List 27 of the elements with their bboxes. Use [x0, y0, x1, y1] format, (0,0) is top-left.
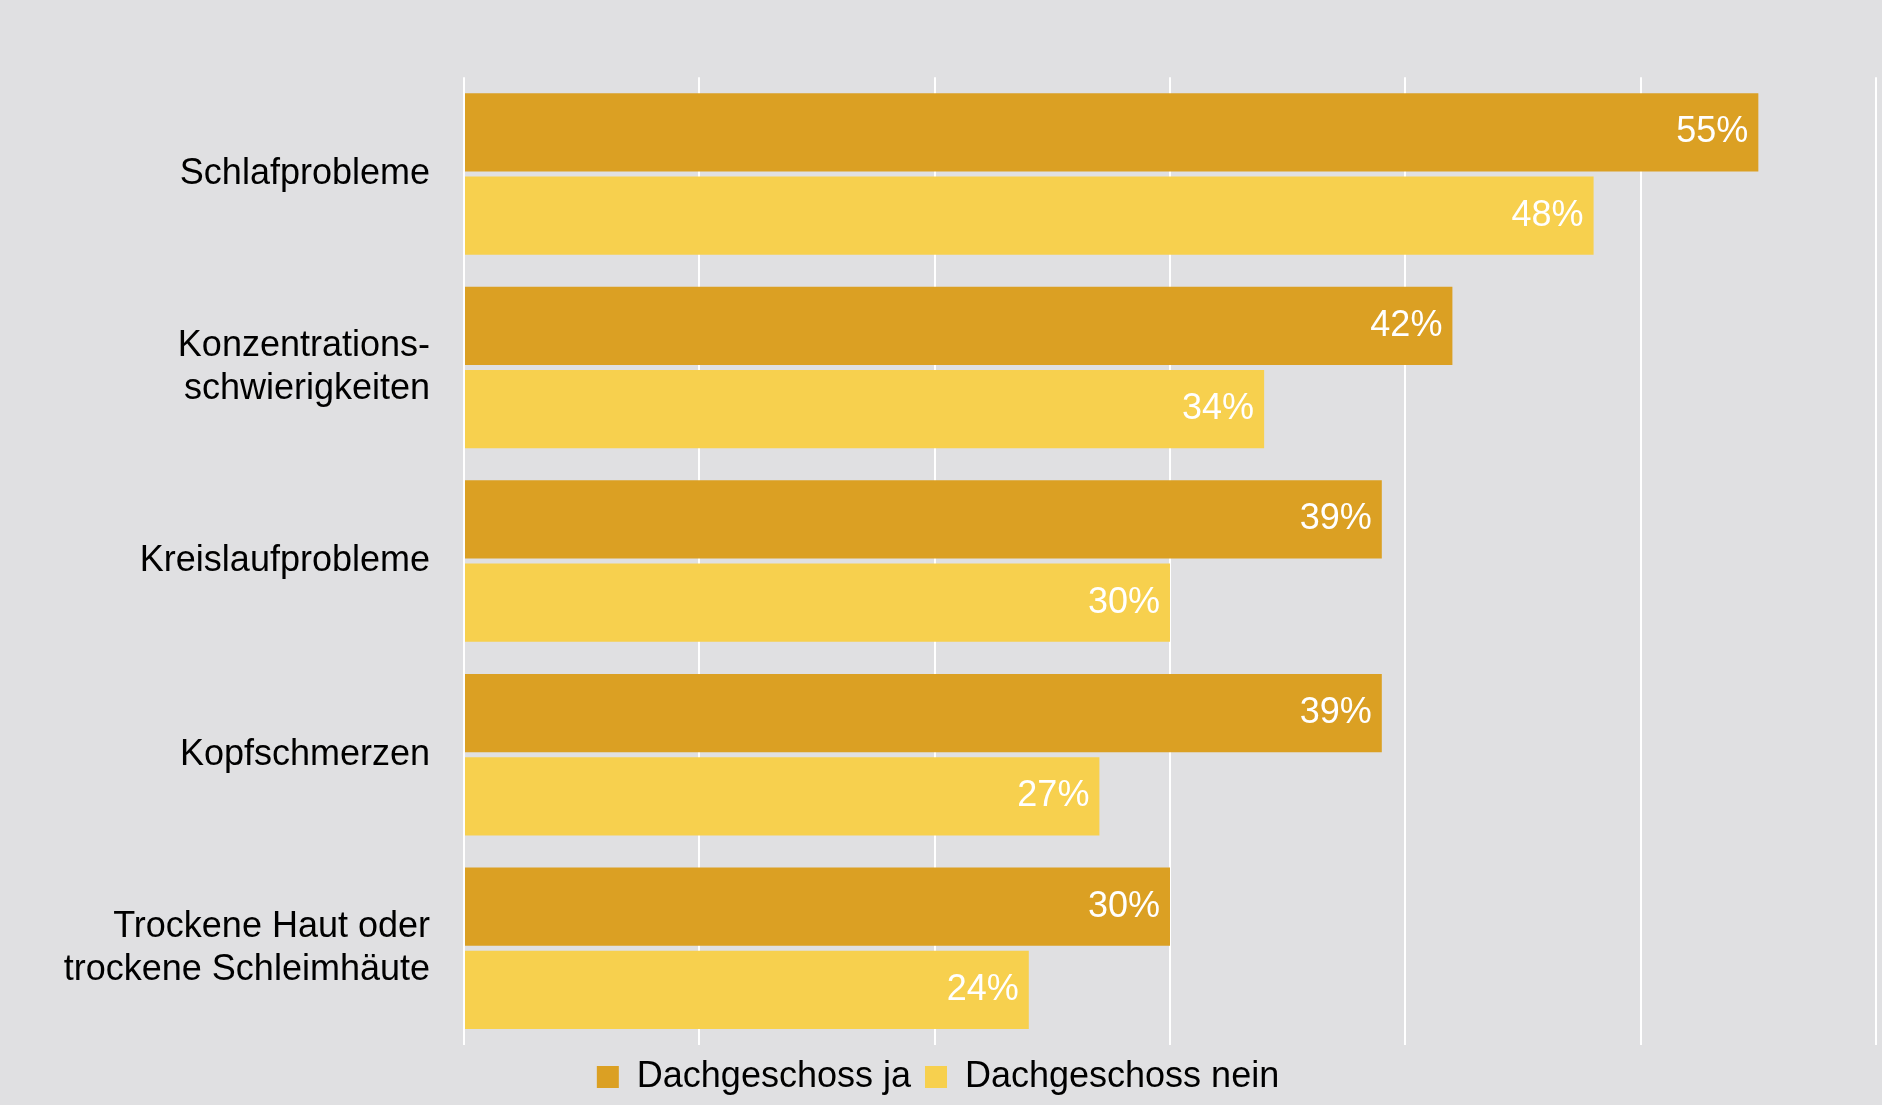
data-label: 27%: [1017, 773, 1090, 815]
bar: [465, 673, 1382, 753]
bar: [465, 867, 1170, 946]
data-label: 39%: [1299, 496, 1372, 538]
data-label: 24%: [946, 966, 1019, 1008]
data-label: 55%: [1676, 109, 1749, 151]
legend-label: Dachgeschoss nein: [964, 1053, 1280, 1095]
data-label: 48%: [1511, 192, 1584, 234]
legend-label: Dachgeschoss ja: [636, 1053, 912, 1095]
bar: [465, 563, 1170, 642]
data-label: 34%: [1182, 386, 1255, 428]
data-label: 30%: [1087, 883, 1160, 925]
y-tick-label: Schlafprobleme: [179, 150, 430, 192]
y-tick-label: Konzentrations- schwierigkeiten: [177, 322, 430, 408]
bar: [465, 176, 1594, 255]
bar: [465, 93, 1759, 172]
bar: [465, 757, 1100, 836]
y-tick-label: Kopfschmerzen: [179, 731, 430, 773]
bar: [465, 286, 1453, 366]
bar: [465, 480, 1382, 559]
data-label: 42%: [1370, 302, 1443, 344]
y-tick-label: Trockene Haut oder trockene Schleimhäute: [63, 903, 431, 988]
data-label: 39%: [1299, 689, 1372, 731]
bar: [465, 370, 1265, 449]
y-tick-label: Kreislaufprobleme: [139, 538, 430, 580]
bar: [465, 950, 1029, 1029]
data-label: 30%: [1087, 579, 1160, 621]
